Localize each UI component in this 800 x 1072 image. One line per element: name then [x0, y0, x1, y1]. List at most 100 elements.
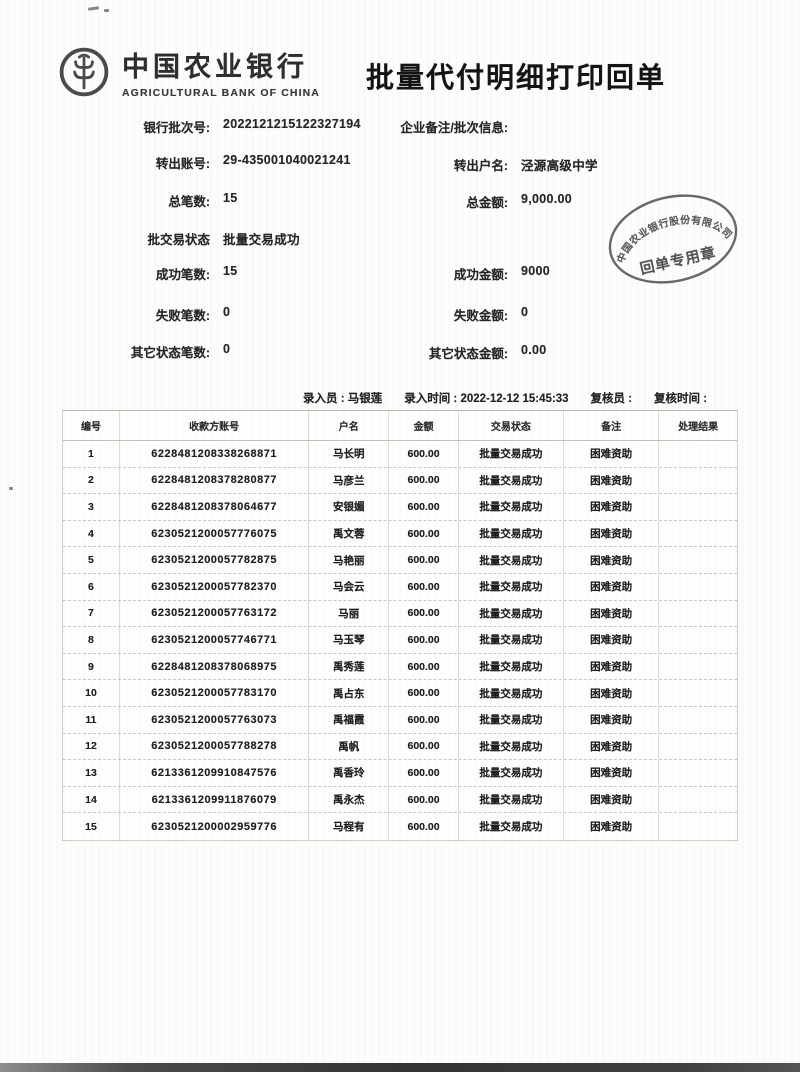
table-cell: 困难资助: [564, 467, 660, 494]
table-cell: 10: [63, 680, 120, 706]
table-cell: 600.00: [389, 441, 459, 467]
table-cell: 马彦兰: [309, 467, 390, 494]
table-cell: [659, 574, 737, 600]
payment-detail-table: 编号 收款方账号 户名 金额 交易状态 备注 处理结果 1 622848120833826887…: [62, 410, 738, 841]
page-title: 批量代付明细打印回单: [366, 62, 667, 93]
table-cell: 6230521200057788278: [120, 733, 310, 760]
table-cell: [659, 787, 737, 813]
table-cell: 困难资助: [564, 627, 660, 653]
table-cell: [659, 654, 737, 680]
table-cell: 困难资助: [564, 494, 660, 520]
table-cell: 批量交易成功: [459, 600, 564, 627]
summary-field: 转出户名: 泾源高级中学: [390, 155, 598, 174]
table-cell: 600.00: [389, 813, 459, 840]
table-cell: 600.00: [389, 680, 459, 706]
field-label: 企业备注/批次信息:: [400, 121, 508, 135]
table-cell: 困难资助: [564, 786, 660, 813]
table-cell: 困难资助: [564, 706, 660, 733]
bank-logo-block: 中国农业银行 AGRICULTURAL BANK OF CHINA: [56, 44, 320, 100]
table-cell: 批量交易成功: [459, 706, 564, 733]
field-label: 成功笔数:: [155, 268, 210, 282]
field-label: 银行批次号:: [143, 121, 210, 135]
field-value: 15: [223, 191, 238, 205]
table-cell: 禹永杰: [309, 786, 390, 813]
field-label: 成功金额:: [453, 268, 508, 282]
table-cell: 马长明: [309, 441, 390, 467]
scan-speck: [104, 9, 109, 12]
table-cell: 3: [63, 494, 120, 520]
table-row: 4 6230521200057776075 禹文蓉 600.00 批量交易成功 困难资助: [63, 520, 737, 548]
table-row: 15 6230521200002959776 马程有 600.00 批量交易成功 困难资助: [63, 813, 737, 840]
table-cell: 6228481208378280877: [120, 467, 310, 494]
table-cell: 6228481208338268871: [120, 441, 310, 467]
entry-field: 录入时间 : 2022-12-12 15:45:33: [404, 393, 569, 405]
summary-field: 总金额: 9,000.00: [390, 192, 572, 211]
table-cell: 安银媚: [309, 494, 390, 520]
entry-field: 录入员 : 马银莲: [303, 393, 383, 405]
table-cell: 6228481208378068975: [120, 653, 310, 680]
summary-field: 企业备注/批次信息:: [390, 117, 521, 136]
table-row: 13 6213361209910847576 禹香玲 600.00 批量交易成功 困难资助: [63, 760, 737, 787]
summary-field: 银行批次号: 2022121215122327194: [60, 117, 361, 136]
table-cell: 批量交易成功: [459, 573, 564, 600]
table-cell: [659, 813, 737, 840]
field-label: 总金额:: [466, 196, 508, 210]
table-cell: 6230521200057763172: [120, 600, 310, 627]
bank-name-english: AGRICULTURAL BANK OF CHINA: [122, 87, 320, 99]
table-cell: 禹占东: [309, 680, 390, 706]
table-row: 9 6228481208378068975 禹秀莲 600.00 批量交易成功 困难资助: [63, 653, 737, 681]
table-cell: 禹福霞: [309, 706, 390, 733]
summary-field: 成功金额: 9000: [390, 264, 550, 283]
table-cell: [659, 521, 737, 547]
table-cell: 6230521200057746771: [120, 627, 310, 653]
table-cell: 5: [63, 547, 120, 573]
table-cell: 困难资助: [564, 573, 660, 600]
table-cell: 禹香玲: [309, 760, 390, 786]
scan-speck: [87, 6, 100, 11]
field-label: 总笔数:: [168, 195, 210, 209]
table-cell: [659, 707, 737, 733]
table-cell: 8: [63, 627, 120, 653]
scan-speck: [9, 487, 13, 490]
table-cell: 批量交易成功: [459, 786, 564, 813]
table-cell: 600.00: [389, 467, 459, 494]
table-cell: 600.00: [389, 706, 459, 733]
summary-field: 转出账号: 29-435001040021241: [60, 153, 351, 172]
table-cell: [659, 760, 737, 786]
table-cell: 600.00: [389, 520, 459, 547]
table-cell: 批量交易成功: [459, 441, 564, 467]
field-label: 其它状态金额:: [428, 347, 508, 361]
table-cell: 批量交易成功: [459, 653, 564, 680]
table-cell: 马玉琴: [309, 627, 390, 653]
field-value: 29-435001040021241: [223, 153, 351, 167]
table-cell: [659, 601, 737, 627]
table-cell: 600.00: [389, 494, 459, 520]
field-value: 0: [223, 305, 231, 319]
table-cell: 困难资助: [564, 547, 660, 573]
table-row: 12 6230521200057788278 禹帆 600.00 批量交易成功 困难资助: [63, 733, 737, 761]
table-cell: 困难资助: [564, 760, 660, 786]
table-row: 2 6228481208378280877 马彦兰 600.00 批量交易成功 困难资助: [63, 467, 737, 495]
table-cell: 6230521200057782875: [120, 547, 310, 573]
field-value: 批量交易成功: [223, 233, 300, 247]
table-cell: 批量交易成功: [459, 547, 564, 573]
field-label: 转出账号:: [155, 157, 210, 171]
receipt-stamp: 中国农业银行股份有限公司 回单专用章: [607, 194, 738, 284]
table-cell: [659, 494, 737, 520]
table-cell: 6213361209910847576: [120, 760, 310, 786]
table-cell: 600.00: [389, 733, 459, 760]
table-cell: 600.00: [389, 600, 459, 627]
table-cell: 批量交易成功: [459, 627, 564, 653]
table-cell: 6230521200057763073: [120, 706, 310, 733]
table-cell: 禹帆: [309, 733, 390, 760]
table-row: 3 6228481208378064677 安银媚 600.00 批量交易成功 困难资助: [63, 494, 737, 521]
table-cell: 11: [63, 706, 120, 733]
table-row: 5 6230521200057782875 马艳丽 600.00 批量交易成功 困难资助: [63, 547, 737, 574]
field-value: 0.00: [521, 343, 547, 357]
table-cell: [659, 734, 737, 760]
field-value: 0: [521, 305, 529, 319]
table-cell: [659, 680, 737, 706]
table-row: 7 6230521200057763172 马丽 600.00 批量交易成功 困难资助: [63, 600, 737, 628]
summary-field: 成功笔数: 15: [60, 264, 238, 283]
table-cell: 批量交易成功: [459, 733, 564, 760]
